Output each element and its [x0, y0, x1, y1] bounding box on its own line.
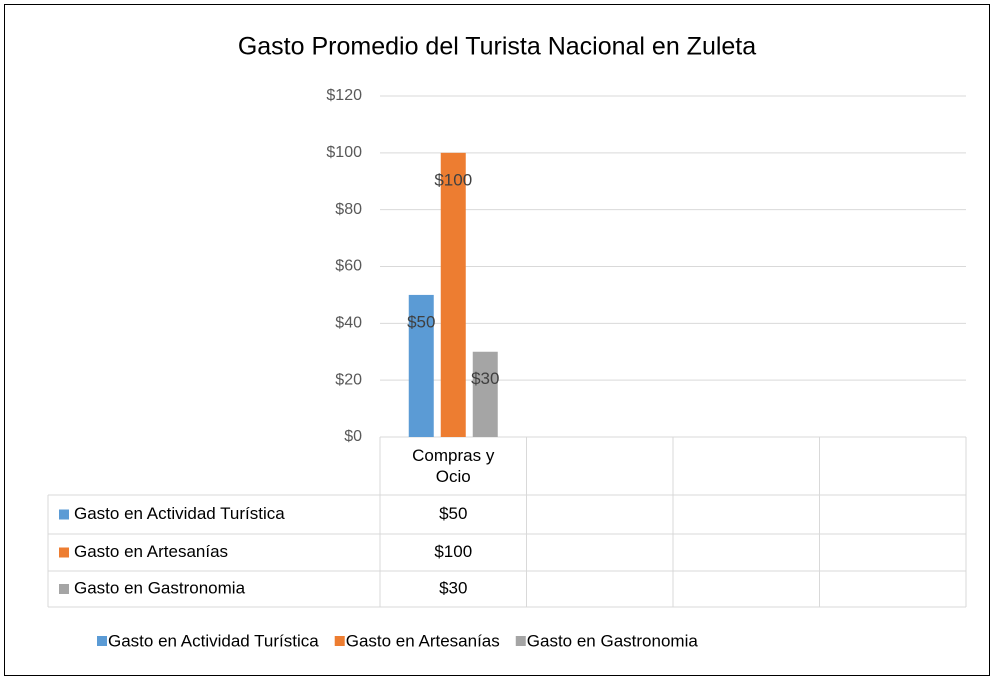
y-tick-label: $60 — [335, 258, 362, 275]
x-tick-label: Compras y Ocio — [412, 446, 495, 486]
legend-label: Gasto en Gastronomia — [527, 631, 699, 650]
legend-label: Gasto en Artesanías — [346, 631, 500, 650]
legend-key — [515, 636, 526, 646]
chart-title: Gasto Promedio del Turista Nacional en Z… — [238, 33, 756, 61]
chart-border — [4, 4, 990, 676]
legend-key — [97, 636, 107, 646]
bar — [472, 351, 498, 437]
data-label: $50 — [407, 312, 435, 331]
data-label: $100 — [434, 170, 472, 189]
table-row-header: Gasto en Actividad Turística — [74, 504, 285, 523]
y-tick-label: $20 — [335, 371, 362, 388]
table-row-header: Gasto en Gastronomia — [74, 578, 246, 597]
data-label: $30 — [471, 369, 499, 388]
bar — [408, 294, 434, 437]
bar — [440, 152, 466, 438]
table-value: $100 — [434, 542, 472, 561]
table-legend-key — [59, 509, 69, 520]
y-tick-label: $120 — [326, 87, 362, 104]
table-value: $30 — [439, 578, 467, 597]
y-tick-label: $40 — [335, 315, 362, 332]
table-value: $50 — [439, 504, 467, 523]
y-tick-label: $100 — [326, 144, 362, 161]
y-tick-label: $80 — [335, 201, 362, 218]
y-tick-label: $0 — [344, 428, 362, 445]
legend-label: Gasto en Actividad Turística — [108, 631, 319, 650]
legend-key — [334, 636, 345, 646]
table-legend-key — [59, 547, 69, 558]
table-legend-key — [59, 584, 69, 594]
table-row-header: Gasto en Artesanías — [74, 542, 228, 561]
